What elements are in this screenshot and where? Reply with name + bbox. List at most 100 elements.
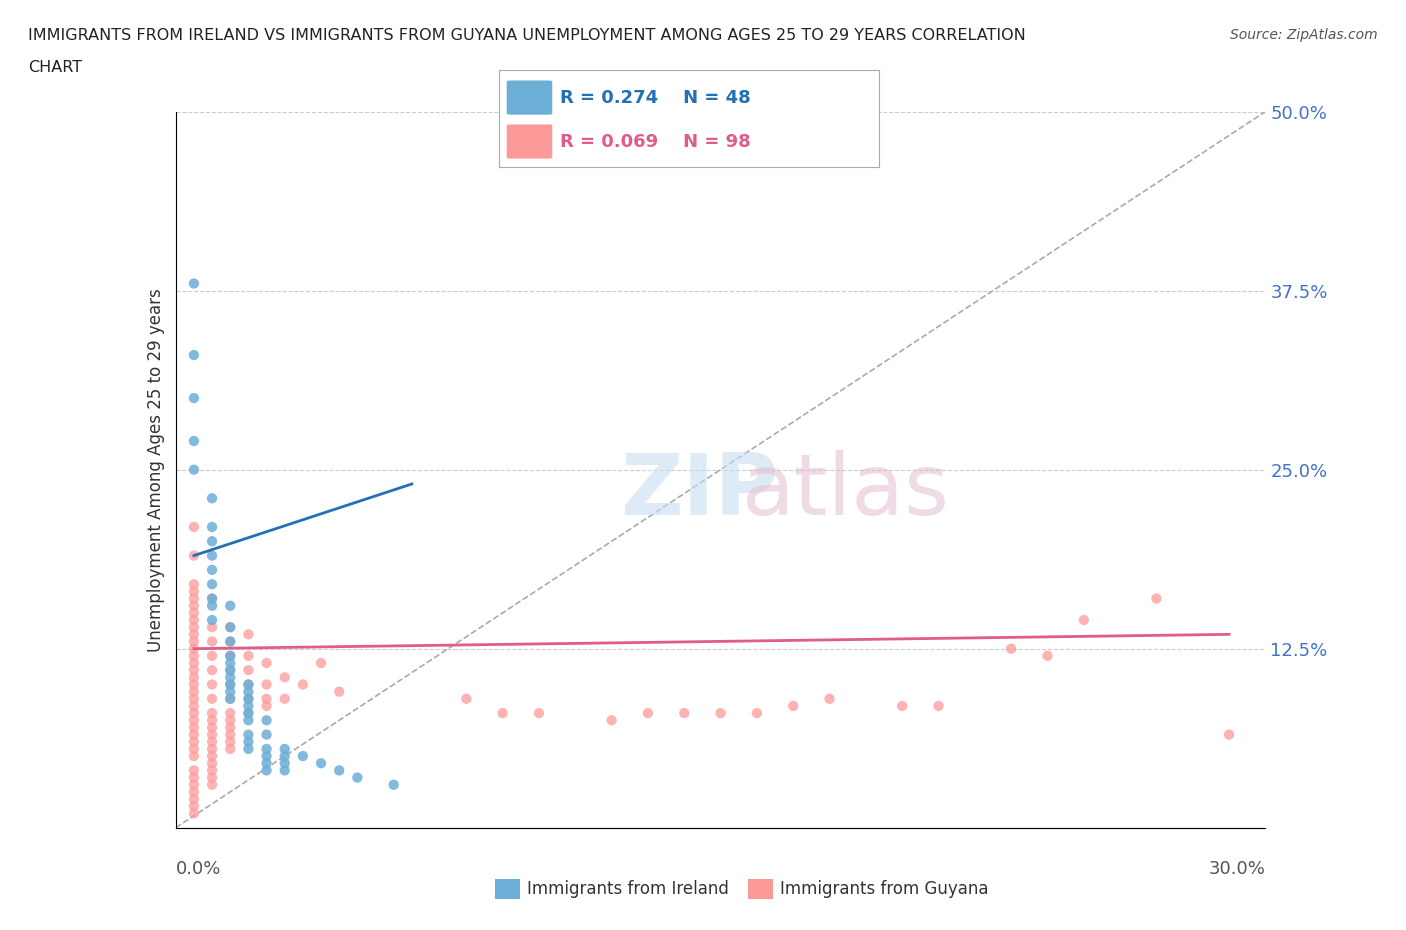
Point [219,634,242,649]
Point [183,642,205,657]
Point [456,691,478,706]
Point [256,763,278,777]
Point [328,684,350,699]
Point [238,627,260,642]
Point [183,276,205,291]
Point [219,648,242,663]
Point [238,706,260,721]
Point [256,698,278,713]
Point [201,613,224,628]
Point [183,749,205,764]
Point [256,756,278,771]
Point [928,698,950,713]
Point [219,712,242,727]
Point [219,727,242,742]
Point [291,749,314,764]
Point [782,698,804,713]
Text: 0.0%: 0.0% [176,860,221,878]
Point [219,598,242,613]
Point [201,727,224,742]
Point [183,691,205,706]
Text: CHART: CHART [28,60,82,75]
Point [183,806,205,821]
Point [219,677,242,692]
Point [201,648,224,663]
Y-axis label: Unemployment Among Ages 25 to 29 years: Unemployment Among Ages 25 to 29 years [146,287,165,652]
Point [183,462,205,477]
Text: ZIP: ZIP [620,449,778,533]
Point [201,619,224,634]
Point [183,656,205,671]
Point [1000,642,1022,657]
Point [238,663,260,678]
Point [219,720,242,735]
Point [238,677,260,692]
FancyBboxPatch shape [506,81,553,114]
Point [238,706,260,721]
Point [238,691,260,706]
Point [219,741,242,756]
Point [183,777,205,792]
Point [238,648,260,663]
Point [183,727,205,742]
Point [309,656,332,671]
Point [219,670,242,684]
Point [201,591,224,606]
Point [183,591,205,606]
Point [492,706,515,721]
Point [183,763,205,777]
Point [219,691,242,706]
Point [183,677,205,692]
Point [219,691,242,706]
Point [219,663,242,678]
Point [201,577,224,591]
Point [238,727,260,742]
Text: R = 0.274    N = 48: R = 0.274 N = 48 [560,88,751,107]
Point [382,777,405,792]
Point [256,656,278,671]
Point [183,698,205,713]
Text: R = 0.069    N = 98: R = 0.069 N = 98 [560,132,751,151]
Point [183,785,205,800]
Text: Immigrants from Guyana: Immigrants from Guyana [780,880,988,898]
Point [183,520,205,535]
Point [183,735,205,750]
Point [1218,727,1240,742]
Point [183,548,205,563]
Point [183,741,205,756]
Point [201,706,224,721]
Point [219,656,242,671]
Point [346,770,368,785]
Point [183,684,205,699]
Point [201,770,224,785]
Point [201,720,224,735]
Text: Immigrants from Ireland: Immigrants from Ireland [527,880,730,898]
Point [238,698,260,713]
Point [183,648,205,663]
Point [201,677,224,692]
Point [183,712,205,727]
Point [219,634,242,649]
Point [238,691,260,706]
Point [238,741,260,756]
Point [291,677,314,692]
Point [201,749,224,764]
Point [238,735,260,750]
Point [219,619,242,634]
Point [219,663,242,678]
Point [891,698,914,713]
Point [201,691,224,706]
Point [201,756,224,771]
Point [256,677,278,692]
Point [238,712,260,727]
Point [183,720,205,735]
Point [328,763,350,777]
Point [183,791,205,806]
Point [183,598,205,613]
Point [201,735,224,750]
Point [673,706,696,721]
Text: atlas: atlas [742,449,950,533]
Point [201,663,224,678]
Point [201,741,224,756]
Point [745,706,768,721]
